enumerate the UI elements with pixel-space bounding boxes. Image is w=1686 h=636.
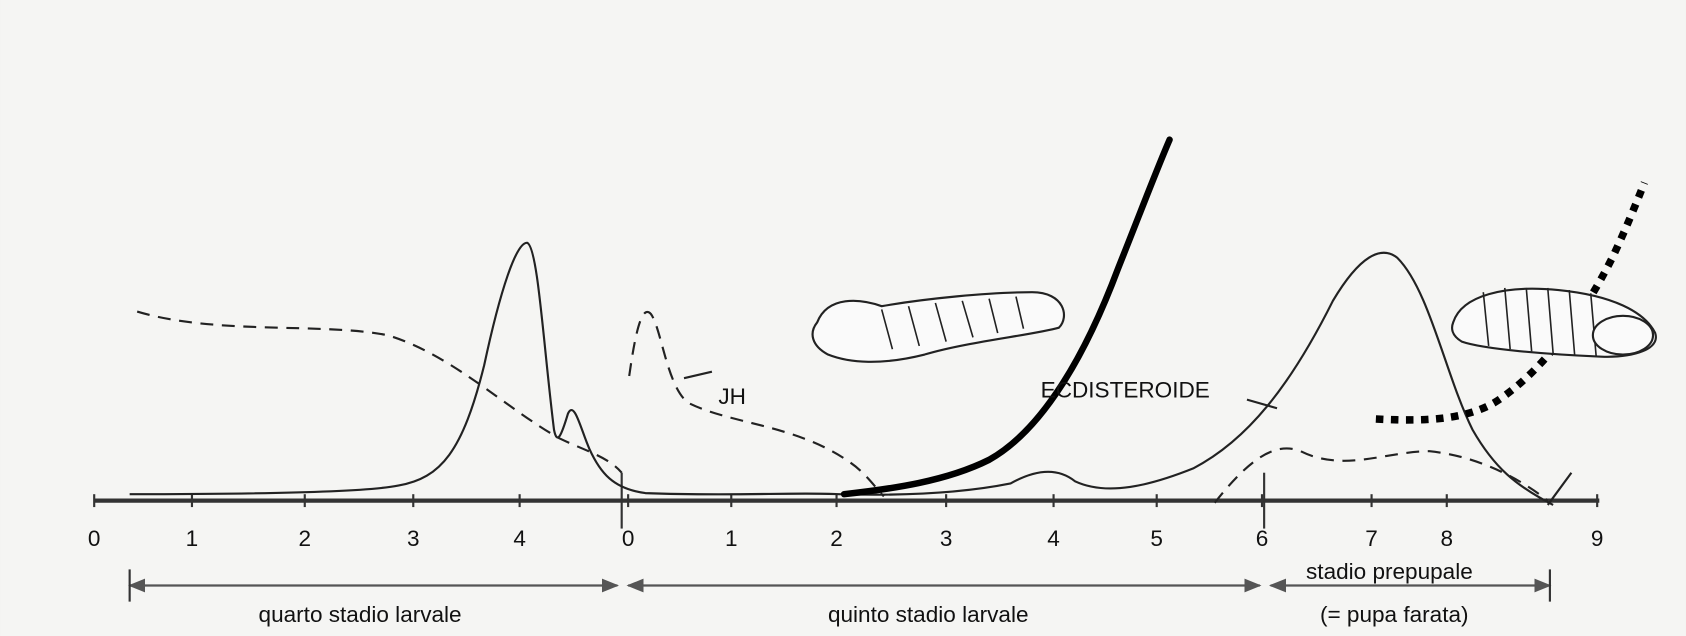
tick-label: 3	[407, 526, 420, 551]
tick-label: 2	[298, 526, 311, 551]
tick-label: 0	[88, 526, 101, 551]
stage-label: stadio prepupale	[1306, 559, 1473, 584]
tick-label: 4	[513, 526, 526, 551]
tick-label: 7	[1365, 526, 1378, 551]
tick-label: 3	[940, 526, 953, 551]
jh-label: JH	[718, 384, 746, 409]
stage-label: quinto stadio larvale	[828, 602, 1029, 627]
tick-label: 6	[1256, 526, 1269, 551]
tick-label: 5	[1150, 526, 1163, 551]
tick-label: 1	[725, 526, 738, 551]
tick-label: 0	[622, 526, 635, 551]
tick-label: 2	[830, 526, 843, 551]
tick-label: 1	[186, 526, 199, 551]
tick-label: 9	[1591, 526, 1604, 551]
tick-label: 8	[1440, 526, 1453, 551]
stage-label: quarto stadio larvale	[259, 602, 462, 627]
page: 0 1 2 3 4 0 1 2 3 4 5 6 7 8 9 JH ECDISTEROIDE quarto s…	[0, 0, 1686, 636]
tick-label: 4	[1047, 526, 1060, 551]
ecdysteroid-label: ECDISTEROIDE	[1041, 378, 1210, 403]
figure: 0 1 2 3 4 0 1 2 3 4 5 6 7 8 9 JH ECDISTEROIDE quarto s…	[0, 0, 1686, 636]
stage-note: (= pupa farata)	[1320, 602, 1469, 627]
